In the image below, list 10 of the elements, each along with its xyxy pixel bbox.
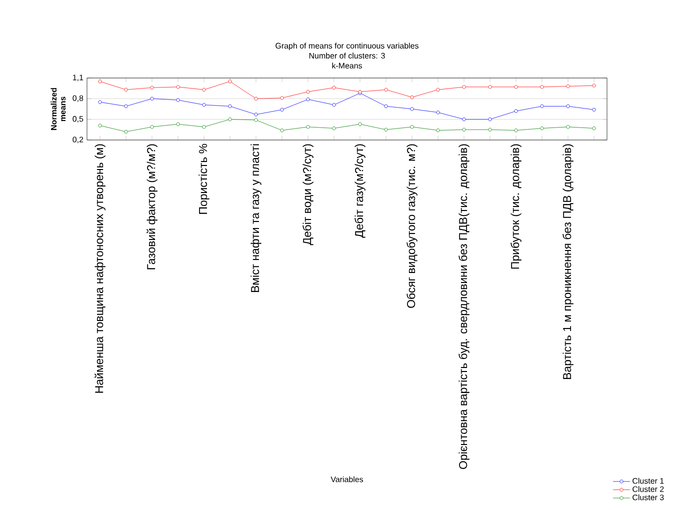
x-tick-label: Дебіт газу(м?/сут) (354, 144, 366, 238)
x-tick-label: Орієнтовна вартість буд. свердловини без ПДВ(тис. доларів) (458, 144, 470, 469)
x-tick-label: Обсяг видобутого газу(тис. м?) (406, 144, 418, 308)
x-tick-label: Прибуток (тис. доларів) (510, 144, 522, 269)
x-tick-label: Дебіт води (м?/сут) (302, 144, 314, 246)
x-tick-label: Вартість 1 м проникнення без ПДВ (доларів) (562, 144, 574, 379)
x-tick-label: Пористість % (198, 144, 210, 214)
x-tick-label: Найменша товщина нафтоносних утворень (м) (94, 144, 106, 393)
x-tick-label: Газовий фактор (м?/м?) (146, 144, 158, 270)
x-tick-label: Вміст нафти та газу у пласті (250, 144, 262, 292)
